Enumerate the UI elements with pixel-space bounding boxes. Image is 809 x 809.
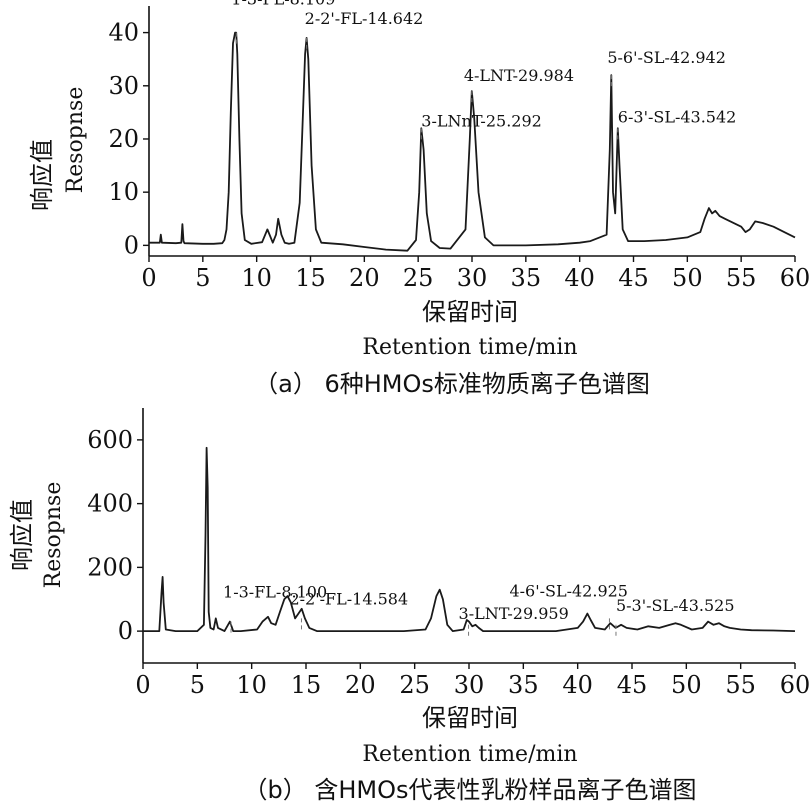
y-tick-label: 0 [124, 231, 139, 259]
panel-a-ylabel-en: Resopnse [63, 87, 88, 194]
y-tick-label: 20 [108, 125, 139, 153]
x-tick-label: 45 [618, 264, 649, 292]
y-tick-label: 30 [108, 72, 139, 100]
panel-a-caption: （a） 6种HMOs标准物质离子色谱图 [254, 370, 650, 398]
panel-b-ylabel-zh: 响应值 [8, 499, 36, 571]
x-tick-label: 40 [562, 671, 593, 699]
x-tick-label: 35 [511, 264, 542, 292]
panel-a-x-ticks: 0 5 10 15 20 25 30 35 40 45 50 55 60 [141, 256, 809, 292]
y-tick-label: 40 [108, 19, 139, 47]
peak-label: 4-LNT-29.984 [464, 66, 574, 85]
panel-a: 0 5 10 15 20 25 30 35 40 45 50 55 60 0 10 20 30 40 1-3-F… [28, 0, 809, 398]
panel-b-x-ticks: 0 5 10 15 20 25 30 35 40 45 50 55 60 [135, 663, 809, 699]
x-tick-label: 50 [671, 671, 702, 699]
panel-a-trace [149, 31, 796, 252]
peak-label: 1-3-FL-8.109 [231, 0, 335, 9]
panel-a-axes [148, 6, 795, 257]
x-tick-label: 60 [780, 671, 809, 699]
x-tick-label: 15 [295, 264, 326, 292]
x-tick-label: 25 [403, 264, 434, 292]
panel-a-y-ticks: 0 10 20 30 40 [108, 19, 149, 259]
x-tick-label: 5 [195, 264, 210, 292]
peak-label: 3-LNT-29.959 [459, 604, 569, 623]
peak-label: 3-LNnT-25.292 [421, 111, 542, 130]
panel-b-xlabel-zh: 保留时间 [422, 704, 518, 732]
panel-b-y-ticks: 0 200 400 600 [87, 426, 143, 645]
x-tick-label: 55 [725, 671, 756, 699]
peak-label: 4-6'-SL-42.925 [509, 581, 628, 600]
panel-b: 0 5 10 15 20 25 30 35 40 45 50 55 60 0 200 400 600 1-3-… [8, 408, 809, 804]
y-tick-label: 600 [87, 426, 133, 454]
y-tick-label: 400 [87, 490, 133, 518]
panel-a-peak-labels: 1-3-FL-8.1092-2'-FL-14.642 3-LNnT-25.292 4… [231, 0, 737, 143]
x-tick-label: 20 [349, 264, 380, 292]
x-tick-label: 0 [141, 264, 156, 292]
panel-a-ylabel-zh: 响应值 [28, 139, 56, 211]
panel-a-xlabel-en: Retention time/min [362, 335, 577, 360]
x-tick-label: 40 [564, 264, 595, 292]
y-tick-label: 10 [108, 178, 139, 206]
peak-label: 5-6'-SL-42.942 [607, 48, 726, 67]
panel-b-ylabel-en: Resopnse [41, 482, 66, 589]
x-tick-label: 30 [457, 264, 488, 292]
x-tick-label: 0 [135, 671, 150, 699]
x-tick-label: 5 [190, 671, 205, 699]
peak-label: 2-2'-FL-14.642 [305, 9, 424, 28]
panel-b-caption: （b） 含HMOs代表性乳粉样品离子色谱图 [243, 776, 696, 804]
x-tick-label: 10 [241, 264, 272, 292]
x-tick-label: 30 [454, 671, 485, 699]
peak-label: 1-3-FL-8.100 [223, 583, 327, 602]
x-tick-label: 50 [672, 264, 703, 292]
panel-b-xlabel-en: Retention time/min [362, 742, 577, 767]
x-tick-label: 15 [291, 671, 322, 699]
x-tick-label: 25 [399, 671, 430, 699]
panel-b-trace [143, 446, 796, 632]
peak-label: 5-3'-SL-43.525 [616, 596, 735, 615]
y-tick-label: 0 [118, 617, 133, 645]
y-tick-label: 200 [87, 553, 133, 581]
x-tick-label: 20 [345, 671, 376, 699]
x-tick-label: 10 [236, 671, 267, 699]
panel-a-xlabel-zh: 保留时间 [422, 298, 518, 326]
x-tick-label: 45 [617, 671, 648, 699]
peak-label: 6-3'-SL-43.542 [618, 107, 737, 126]
x-tick-label: 35 [508, 671, 539, 699]
x-tick-label: 60 [780, 264, 809, 292]
peak-label: 2-2'-FL-14.584 [289, 589, 408, 608]
x-tick-label: 55 [726, 264, 757, 292]
